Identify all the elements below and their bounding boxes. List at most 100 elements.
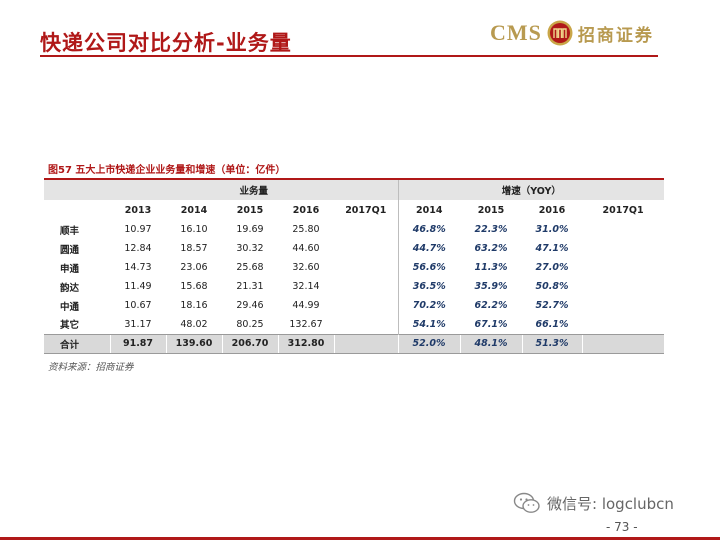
growth-year-header: 2014 xyxy=(397,200,461,220)
table-row: 圆通 12.84 18.57 30.32 44.60 44.7% 63.2% 47.1% xyxy=(44,239,664,258)
wechat-id-text: 微信号: logclubcn xyxy=(547,494,674,513)
growth-cell xyxy=(582,277,664,296)
volume-cell: 15.68 xyxy=(180,281,208,292)
volume-year-header: 2015 xyxy=(236,204,264,216)
header-blank-cell xyxy=(44,180,110,200)
row-label: 圆通 xyxy=(60,244,80,256)
growth-cell: 46.8% xyxy=(397,220,461,239)
growth-cell xyxy=(582,315,664,334)
wechat-watermark: 微信号: logclubcn xyxy=(513,491,674,515)
wechat-icon xyxy=(513,492,540,513)
title-divider xyxy=(40,55,658,57)
volume-cell: 10.97 xyxy=(124,224,152,235)
table-row: 顺丰 10.97 16.10 19.69 25.80 46.8% 22.3% 31.0% xyxy=(44,220,664,239)
growth-cell xyxy=(582,258,664,277)
growth-cell: 35.9% xyxy=(474,281,508,292)
table-row: 其它 31.17 48.02 80.25 132.67 54.1% 67.1% 66.1% xyxy=(44,315,664,334)
row-label: 其它 xyxy=(60,320,80,332)
source-note: 资料来源：招商证券 xyxy=(48,362,134,373)
express-volume-table: 业务量 增速（YOY） 2013 2014 2015 2016 2017Q1 2014 20… xyxy=(44,180,665,354)
volume-cell xyxy=(334,315,398,334)
year-header-blank xyxy=(44,200,110,220)
growth-year-header: 2017Q1 xyxy=(602,204,644,216)
slide-title: 快递公司对比分析-业务量 xyxy=(40,31,292,55)
growth-cell: 62.2% xyxy=(474,300,508,311)
table-row: 申通 14.73 23.06 25.68 32.60 56.6% 11.3% 27.0% xyxy=(44,258,664,277)
data-table-container: 业务量 增速（YOY） 2013 2014 2015 2016 2017Q1 2014 20… xyxy=(44,178,665,354)
volume-cell: 25.80 xyxy=(292,224,320,235)
volume-year-header: 2016 xyxy=(292,204,320,216)
growth-cell: 67.1% xyxy=(474,318,508,330)
growth-cell: 31.0% xyxy=(535,224,569,235)
volume-cell: 19.69 xyxy=(236,224,264,235)
growth-cell: 52.0% xyxy=(397,333,461,354)
group-header-growth: 增速（YOY） xyxy=(397,180,665,200)
volume-cell: 18.16 xyxy=(180,300,208,311)
volume-cell: 21.31 xyxy=(236,281,264,292)
logo-mark-icon xyxy=(547,20,573,46)
company-logo: CMS 招商证券 xyxy=(490,18,654,48)
row-label: 顺丰 xyxy=(60,225,80,237)
volume-cell: 30.32 xyxy=(236,243,264,254)
logo-text: CMS xyxy=(490,20,542,45)
table-group-header-row: 业务量 增速（YOY） xyxy=(44,180,665,200)
logo-company-name: 招商证券 xyxy=(577,25,654,46)
table-row: 韵达 11.49 15.68 21.31 32.14 36.5% 35.9% 50.8% xyxy=(44,277,664,296)
growth-cell xyxy=(582,296,664,315)
growth-cell xyxy=(581,333,665,354)
volume-cell: 91.87 xyxy=(109,333,166,354)
growth-cell: 52.7% xyxy=(535,300,569,311)
table-top-rule xyxy=(44,178,664,180)
volume-cell: 11.49 xyxy=(124,281,152,292)
volume-cell: 14.73 xyxy=(124,262,152,273)
volume-cell xyxy=(334,296,398,315)
volume-cell xyxy=(334,220,398,239)
growth-cell: 36.5% xyxy=(397,277,461,296)
table-total-row: 合计 91.87 139.60 206.70 312.80 52.0% 48.1% 51.3% xyxy=(44,333,665,354)
volume-cell xyxy=(334,277,398,296)
volume-cell: 132.67 xyxy=(289,318,323,330)
volume-cell: 312.80 xyxy=(277,333,334,354)
volume-cell: 10.67 xyxy=(124,300,152,311)
row-label: 中通 xyxy=(60,301,80,313)
growth-cell: 51.3% xyxy=(521,333,583,354)
growth-cell: 44.7% xyxy=(397,239,461,258)
growth-cell: 22.3% xyxy=(474,224,508,235)
growth-cell: 48.1% xyxy=(459,333,523,354)
volume-cell: 31.17 xyxy=(124,318,152,330)
table-caption: 图57 五大上市快递企业业务量和增速（单位：亿件） xyxy=(48,165,286,176)
growth-cell: 27.0% xyxy=(535,262,569,273)
volume-cell: 12.84 xyxy=(124,243,152,254)
row-label: 申通 xyxy=(60,263,80,275)
volume-cell: 80.25 xyxy=(236,318,264,330)
page-number: - 73 - xyxy=(606,520,638,534)
growth-cell: 50.8% xyxy=(535,281,569,292)
volume-cell: 206.70 xyxy=(221,333,278,354)
volume-cell: 25.68 xyxy=(236,262,264,273)
growth-cell xyxy=(582,220,664,239)
volume-cell xyxy=(334,258,398,277)
volume-year-header: 2014 xyxy=(180,204,208,216)
volume-cell: 44.99 xyxy=(292,300,320,311)
volume-cell: 16.10 xyxy=(180,224,208,235)
group-header-volume: 业务量 xyxy=(110,180,399,200)
volume-cell: 44.60 xyxy=(292,243,320,254)
volume-cell: 32.14 xyxy=(292,281,320,292)
growth-cell xyxy=(582,239,664,258)
volume-cell xyxy=(334,239,398,258)
growth-cell: 54.1% xyxy=(397,315,461,334)
table-year-header-row: 2013 2014 2015 2016 2017Q1 2014 2015 2016 2017Q1 xyxy=(44,200,664,220)
row-label: 合计 xyxy=(44,333,110,354)
volume-year-header: 2013 xyxy=(124,204,152,216)
growth-cell: 70.2% xyxy=(397,296,461,315)
table-row: 中通 10.67 18.16 29.46 44.99 70.2% 62.2% 52.7% xyxy=(44,296,664,315)
volume-cell: 29.46 xyxy=(236,300,264,311)
growth-cell: 66.1% xyxy=(535,318,569,330)
volume-cell: 23.06 xyxy=(180,262,208,273)
volume-cell xyxy=(333,333,399,354)
growth-cell: 56.6% xyxy=(397,258,461,277)
growth-cell: 63.2% xyxy=(474,243,508,254)
row-label: 韵达 xyxy=(60,282,80,294)
growth-year-header: 2015 xyxy=(477,204,505,216)
volume-year-header: 2017Q1 xyxy=(345,204,387,216)
